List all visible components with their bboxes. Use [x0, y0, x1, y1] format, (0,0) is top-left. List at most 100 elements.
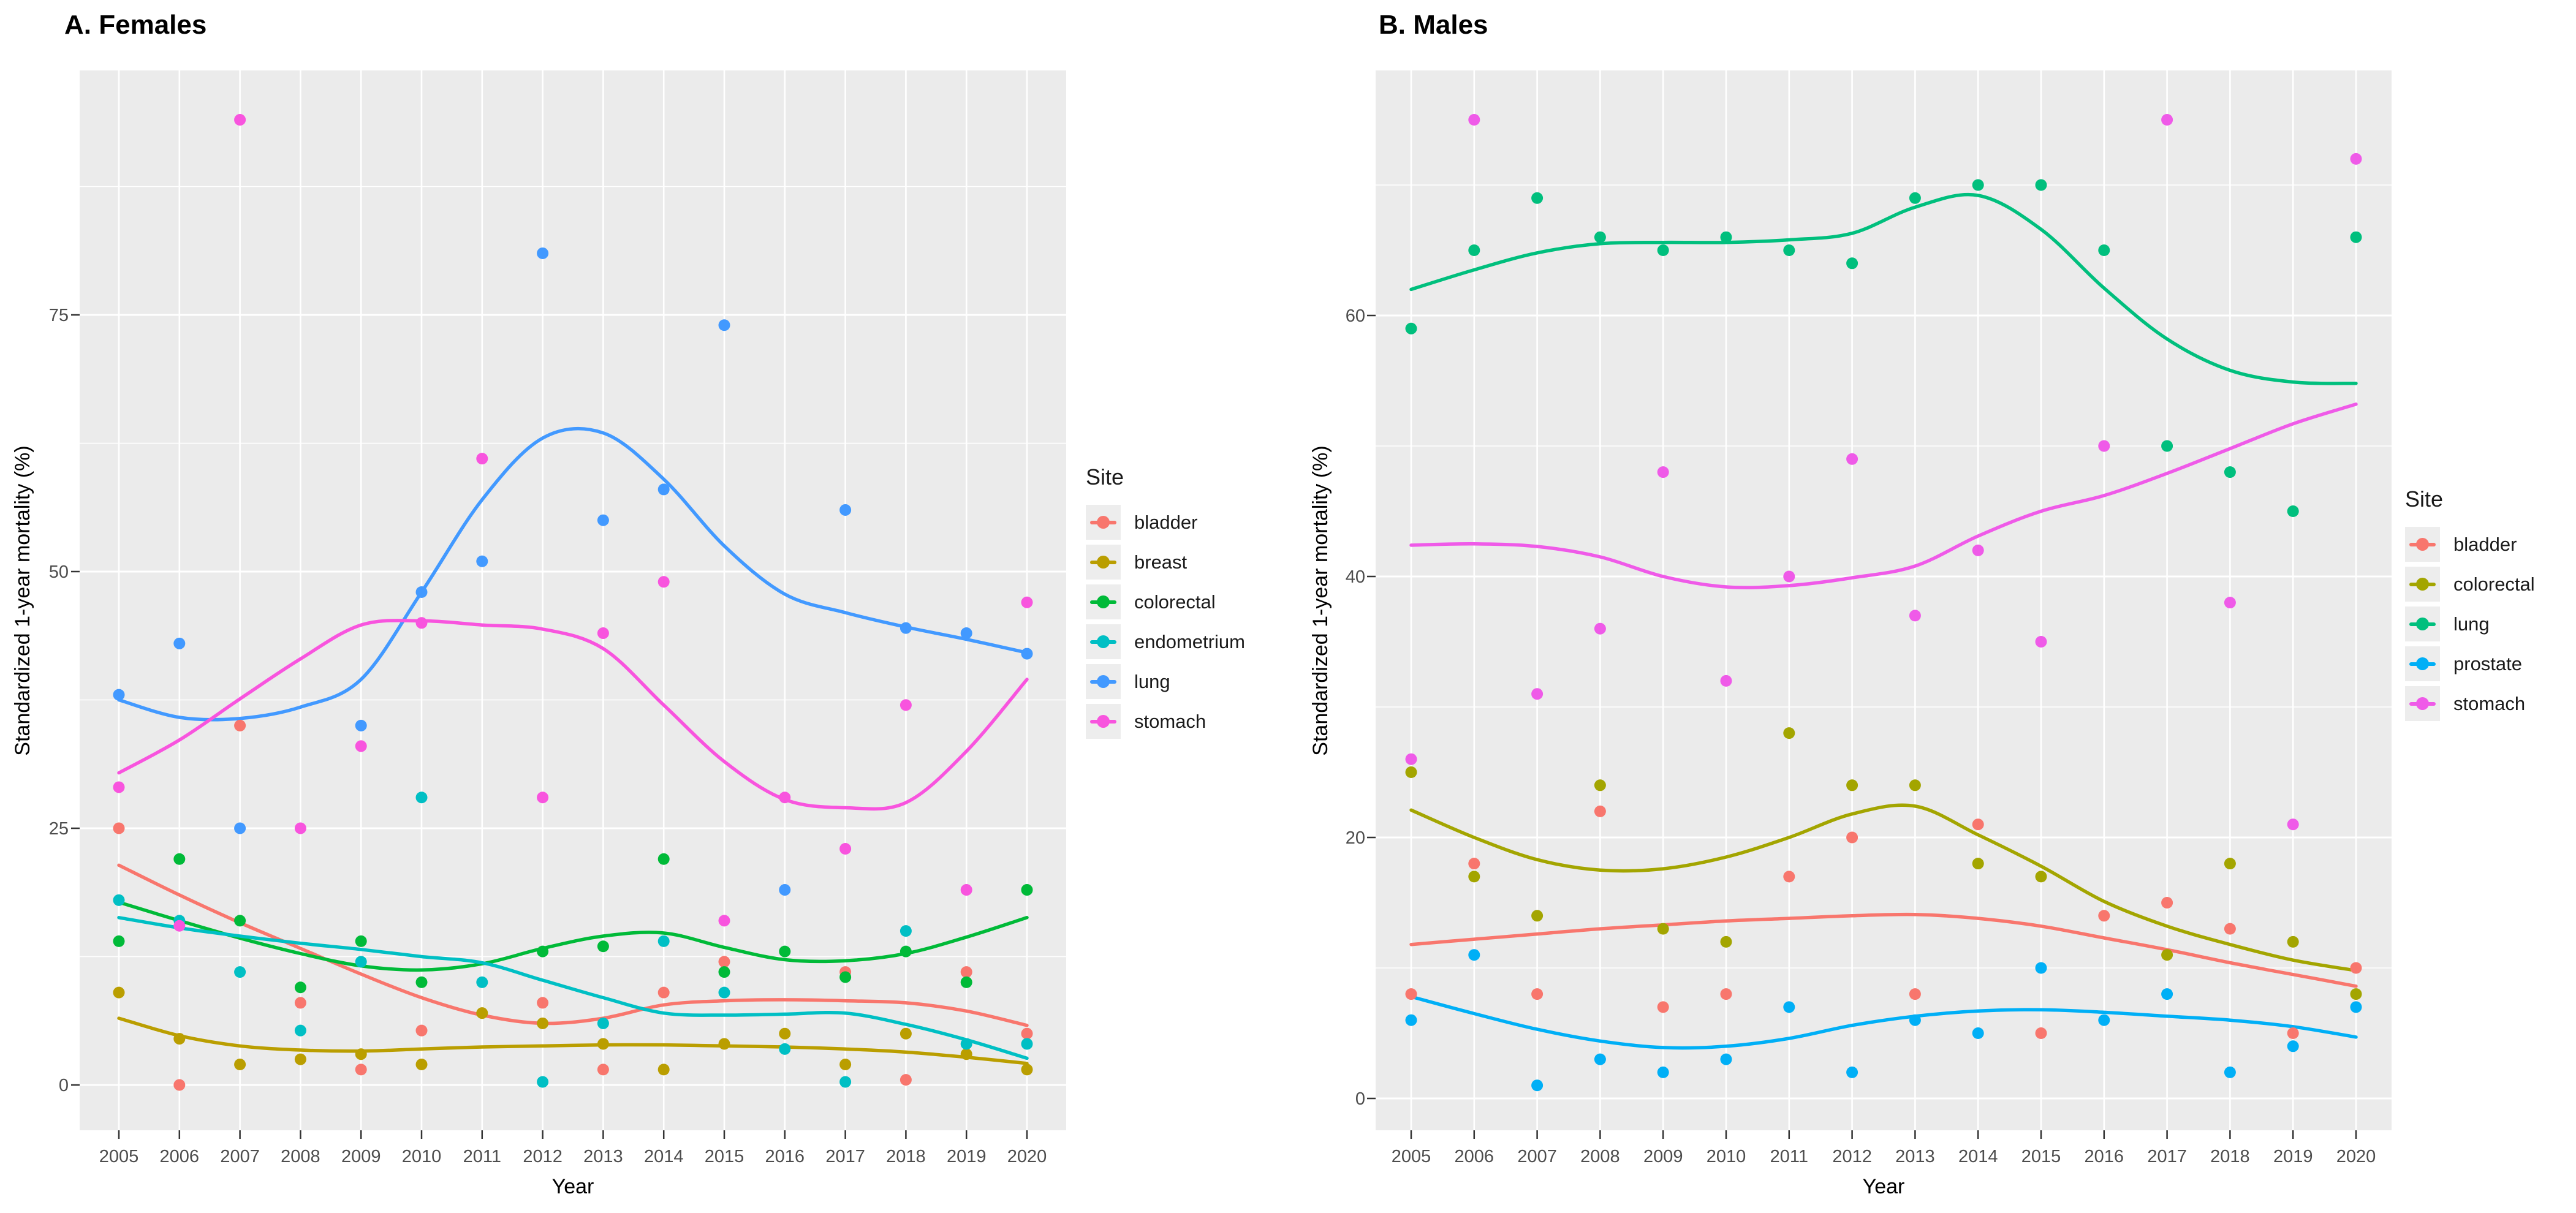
data-point-stomach — [1594, 622, 1606, 635]
x-tick-label: 2014 — [1958, 1147, 1998, 1166]
data-point-bladder — [1594, 805, 1606, 817]
data-point-lung — [1846, 257, 1858, 270]
legend-item-colorectal: colorectal — [1086, 582, 1245, 622]
data-point-lung — [1657, 244, 1669, 256]
data-point-endometrium — [960, 1038, 972, 1050]
x-tick-label: 2007 — [220, 1147, 260, 1166]
data-point-bladder — [2287, 1027, 2299, 1039]
data-point-lung — [355, 719, 367, 731]
legend-label: bladder — [2453, 533, 2517, 555]
data-point-stomach — [2287, 818, 2299, 831]
data-point-lung — [779, 884, 791, 896]
data-point-lung — [839, 504, 852, 516]
legend-key-dot — [2416, 697, 2429, 710]
legend-item-stomach: stomach — [1086, 701, 1245, 741]
data-point-lung — [2350, 231, 2362, 243]
legend-label: stomach — [1134, 710, 1207, 732]
data-point-prostate — [1783, 1001, 1795, 1013]
legend-label: stomach — [2453, 692, 2526, 714]
data-point-colorectal — [2035, 871, 2047, 883]
data-point-colorectal — [1594, 779, 1606, 792]
legend-key-swatch — [1086, 505, 1121, 540]
data-point-breast — [779, 1027, 791, 1040]
data-point-lung — [1972, 179, 1984, 191]
data-point-breast — [234, 1058, 246, 1070]
legend-label: endometrium — [1134, 630, 1245, 652]
data-point-prostate — [2098, 1014, 2110, 1026]
data-point-lung — [173, 637, 186, 649]
data-point-endometrium — [537, 1076, 549, 1088]
data-point-colorectal — [1783, 727, 1795, 739]
data-point-prostate — [1846, 1066, 1858, 1078]
data-point-stomach — [900, 699, 912, 711]
x-tick-label: 2009 — [341, 1147, 381, 1166]
data-point-breast — [960, 1048, 972, 1060]
data-point-endometrium — [900, 925, 912, 937]
legend-label: colorectal — [1134, 591, 1216, 613]
x-tick-label: 2018 — [886, 1147, 926, 1166]
legend-key-dot — [1097, 556, 1110, 569]
data-point-colorectal — [1909, 779, 1921, 792]
data-point-colorectal — [234, 915, 246, 927]
data-point-colorectal — [1405, 766, 1417, 778]
data-point-stomach — [2035, 636, 2047, 648]
data-point-bladder — [1909, 988, 1921, 1000]
data-point-lung — [597, 514, 609, 526]
data-point-bladder — [718, 956, 730, 968]
data-point-colorectal — [779, 945, 791, 958]
data-point-bladder — [900, 1074, 912, 1086]
legend-key-swatch — [2405, 686, 2440, 721]
data-point-stomach — [173, 920, 186, 932]
data-point-bladder — [113, 822, 125, 834]
legend-key-swatch — [2405, 606, 2440, 641]
data-point-prostate — [1405, 1014, 1417, 1026]
legend-key-dot — [2416, 538, 2429, 551]
data-point-breast — [597, 1038, 609, 1050]
legend-key-swatch — [2405, 527, 2440, 562]
x-tick-label: 2014 — [644, 1147, 684, 1166]
data-point-endometrium — [779, 1043, 791, 1055]
legend-item-lung: lung — [1086, 662, 1245, 701]
data-point-colorectal — [960, 976, 972, 988]
data-point-bladder — [597, 1064, 609, 1076]
x-tick-label: 2018 — [2210, 1147, 2250, 1166]
panel-a-legend-title: Site — [1086, 464, 1124, 489]
legend-key-dot — [1097, 595, 1110, 608]
legend-key-dot — [2416, 618, 2429, 630]
data-point-stomach — [657, 576, 670, 588]
data-point-bladder — [1531, 988, 1544, 1000]
x-tick-label: 2006 — [1455, 1147, 1494, 1166]
data-point-endometrium — [839, 1076, 852, 1088]
data-point-lung — [2098, 244, 2110, 256]
x-tick-label: 2012 — [523, 1147, 563, 1166]
x-tick-label: 2010 — [1707, 1147, 1746, 1166]
data-point-prostate — [1657, 1066, 1669, 1078]
panel-a-y-axis-title: Standardized 1-year mortality (%) — [11, 445, 34, 756]
data-point-endometrium — [476, 976, 488, 988]
x-tick-label: 2019 — [2273, 1147, 2313, 1166]
data-point-bladder — [1720, 988, 1732, 1000]
data-point-colorectal — [900, 945, 912, 958]
data-point-stomach — [355, 740, 367, 752]
legend-key-dot — [1097, 715, 1110, 728]
data-point-stomach — [294, 822, 306, 834]
data-point-bladder — [234, 719, 246, 731]
data-point-colorectal — [113, 935, 125, 947]
data-point-stomach — [839, 843, 852, 855]
y-tick-label: 50 — [49, 562, 69, 582]
x-tick-label: 2019 — [947, 1147, 987, 1166]
x-tick-label: 2020 — [1007, 1147, 1047, 1166]
legend-key-dot — [2416, 578, 2429, 591]
data-point-colorectal — [1468, 871, 1480, 883]
data-point-bladder — [294, 997, 306, 1009]
smooth-line-breast — [117, 1016, 1029, 1065]
data-point-lung — [2161, 440, 2173, 452]
legend-key-swatch — [1086, 624, 1121, 659]
data-point-prostate — [2161, 988, 2173, 1000]
data-point-stomach — [234, 114, 246, 126]
data-point-colorectal — [355, 935, 367, 947]
data-point-lung — [1021, 648, 1033, 660]
data-point-colorectal — [2350, 988, 2362, 1000]
data-point-prostate — [1531, 1079, 1544, 1092]
